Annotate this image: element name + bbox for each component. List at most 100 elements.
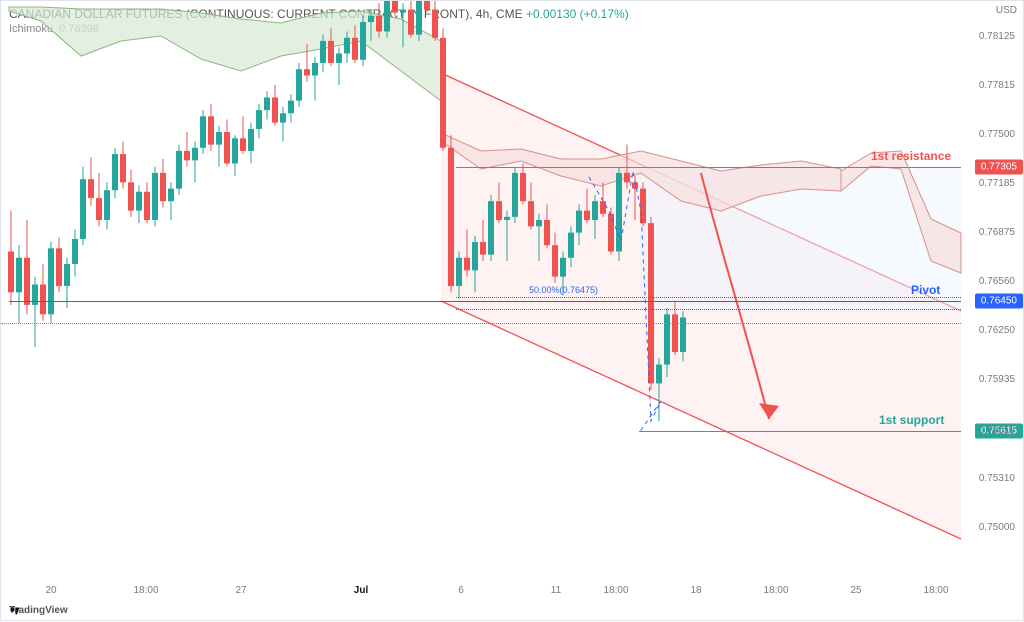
y-tick: 0.75000 <box>979 522 1015 533</box>
candle-body <box>384 1 390 32</box>
x-tick: 18 <box>690 585 701 596</box>
candle-body <box>312 63 318 76</box>
candle-body <box>304 69 310 75</box>
candle-body <box>176 151 182 189</box>
candle-body <box>56 248 62 286</box>
y-tick: 0.75310 <box>979 473 1015 484</box>
candle-body <box>232 138 238 163</box>
candle-body <box>144 192 150 220</box>
candle-body <box>128 182 134 210</box>
candle-body <box>216 132 222 145</box>
candle-body <box>648 223 654 383</box>
y-tick: 0.77815 <box>979 80 1015 91</box>
pivot-line <box>9 301 961 302</box>
y-tick: 0.78125 <box>979 31 1015 42</box>
candle-body <box>48 248 54 314</box>
x-tick: 27 <box>235 585 246 596</box>
candle-body <box>248 129 254 151</box>
candle-body <box>544 220 550 245</box>
candle-body <box>664 314 670 364</box>
candle-body <box>608 214 614 252</box>
candle-body <box>504 217 510 220</box>
x-tick: 18:00 <box>923 585 948 596</box>
candle-body <box>360 22 366 60</box>
candle-body <box>240 138 246 151</box>
candle-body <box>424 1 430 10</box>
candle-body <box>272 97 278 122</box>
candle-body <box>440 38 446 148</box>
candle-body <box>584 211 590 220</box>
pivot-price-tag: 0.76450 <box>975 294 1023 309</box>
y-tick: 0.76875 <box>979 227 1015 238</box>
candle-body <box>368 16 374 22</box>
candle-body <box>656 365 662 384</box>
candle-body <box>8 251 14 292</box>
chart-container: CANADIAN DOLLAR FUTURES (CONTINUOUS: CUR… <box>0 0 1024 621</box>
candle-body <box>320 41 326 63</box>
x-tick: 18:00 <box>133 585 158 596</box>
fib-dotted-line <box>456 309 961 310</box>
candle-body <box>472 242 478 270</box>
candle-body <box>184 151 190 160</box>
candle-body <box>392 1 398 13</box>
y-tick: 0.76560 <box>979 276 1015 287</box>
support-label: 1st support <box>879 413 944 427</box>
y-tick: 0.77500 <box>979 129 1015 140</box>
candle-body <box>416 1 422 35</box>
x-tick: 11 <box>551 585 561 596</box>
candle-body <box>200 116 206 147</box>
candle-body <box>640 189 646 224</box>
candle-body <box>264 97 270 110</box>
candle-body <box>624 173 630 182</box>
candle-body <box>88 179 94 198</box>
last-price-line <box>1 323 961 324</box>
candle-body <box>224 132 230 163</box>
candle-body <box>408 10 414 35</box>
resistance-label: 1st resistance <box>871 149 951 163</box>
candle-body <box>672 314 678 352</box>
y-tick: 0.75615 <box>979 425 1015 436</box>
candle-body <box>160 173 166 201</box>
candle-body <box>120 154 126 182</box>
x-tick: Jul <box>354 585 368 596</box>
candle-body <box>24 258 30 305</box>
candle-body <box>576 211 582 233</box>
candle-body <box>96 198 102 220</box>
x-tick: 20 <box>45 585 56 596</box>
candle-body <box>64 264 70 286</box>
fib-dotted-line <box>456 297 961 298</box>
candle-body <box>280 113 286 122</box>
x-tick: 18:00 <box>603 585 628 596</box>
y-tick: 0.76250 <box>979 325 1015 336</box>
resistance-line <box>456 167 961 168</box>
candle-body <box>536 220 542 226</box>
candle-body <box>560 258 566 277</box>
candle-body <box>336 53 342 62</box>
fib-label: 50.00%(0.76475) <box>529 285 598 295</box>
candle-body <box>80 179 86 239</box>
candle-body <box>512 173 518 217</box>
candle-body <box>528 201 534 226</box>
y-tick: 0.77185 <box>979 178 1015 189</box>
resistance-price-tag: 0.77305 <box>975 160 1023 175</box>
x-tick: 25 <box>850 585 861 596</box>
candle-body <box>16 258 22 293</box>
candle-body <box>208 116 214 144</box>
candle-body <box>288 101 294 114</box>
candle-body <box>400 10 406 13</box>
candle-body <box>456 258 462 286</box>
candle-body <box>296 69 302 100</box>
plot-area[interactable] <box>1 1 1024 622</box>
candle-body <box>448 148 454 286</box>
candle-body <box>40 284 46 314</box>
support-line <box>639 431 961 432</box>
candle-body <box>432 10 438 38</box>
y-tick: 0.75935 <box>979 374 1015 385</box>
candle-body <box>352 38 358 60</box>
candle-body <box>496 201 502 220</box>
candle-body <box>192 148 198 161</box>
candle-body <box>104 190 110 220</box>
candle-body <box>376 16 382 32</box>
candle-body <box>72 239 78 264</box>
x-tick: 18:00 <box>763 585 788 596</box>
